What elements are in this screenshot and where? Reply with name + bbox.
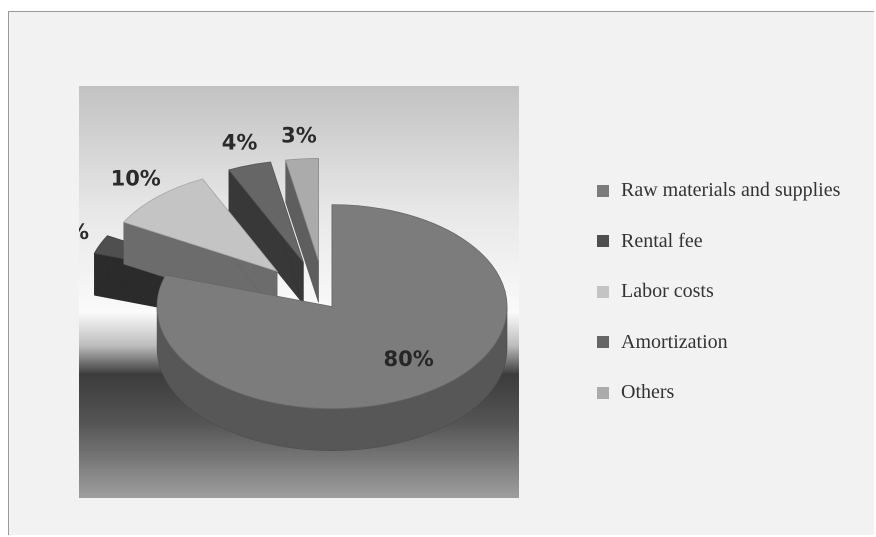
legend-swatch (597, 336, 609, 348)
legend-swatch (597, 386, 609, 399)
legend-swatch (597, 285, 609, 298)
chart-frame: 80% 3% 10% 4% 3% Raw materials and supplies … (8, 11, 874, 535)
plot-area: 80% 3% 10% 4% 3% (79, 86, 519, 498)
legend-item: Amortization (597, 330, 840, 355)
data-label: 4% (222, 131, 258, 155)
pie-slice (285, 157, 319, 303)
legend-label: Amortization (621, 330, 728, 353)
data-label: 80% (383, 347, 433, 371)
data-label: 3% (281, 124, 317, 148)
data-label: 10% (111, 167, 161, 191)
legend-item: Rental fee (597, 229, 840, 254)
legend-label: Rental fee (621, 229, 703, 252)
slice-top (228, 161, 304, 263)
pie-slice (156, 204, 508, 451)
legend-label: Others (621, 381, 675, 403)
pie-slice (228, 161, 304, 305)
legend-item: Raw materials and supplies (597, 178, 840, 203)
legend-label: Labor costs (621, 280, 714, 302)
pie-chart: 80% 3% 10% 4% 3% (79, 86, 519, 498)
legend-label: Raw materials and supplies (621, 179, 841, 201)
legend-swatch (597, 184, 609, 197)
legend: Raw materials and supplies Rental fee La… (597, 178, 840, 431)
legend-item: Labor costs (597, 279, 840, 304)
slice-top (123, 178, 279, 273)
slice-top (285, 157, 319, 261)
legend-item: Others (597, 380, 840, 405)
data-label: 3% (79, 220, 89, 244)
legend-swatch (597, 235, 609, 247)
slice-top (156, 204, 508, 410)
